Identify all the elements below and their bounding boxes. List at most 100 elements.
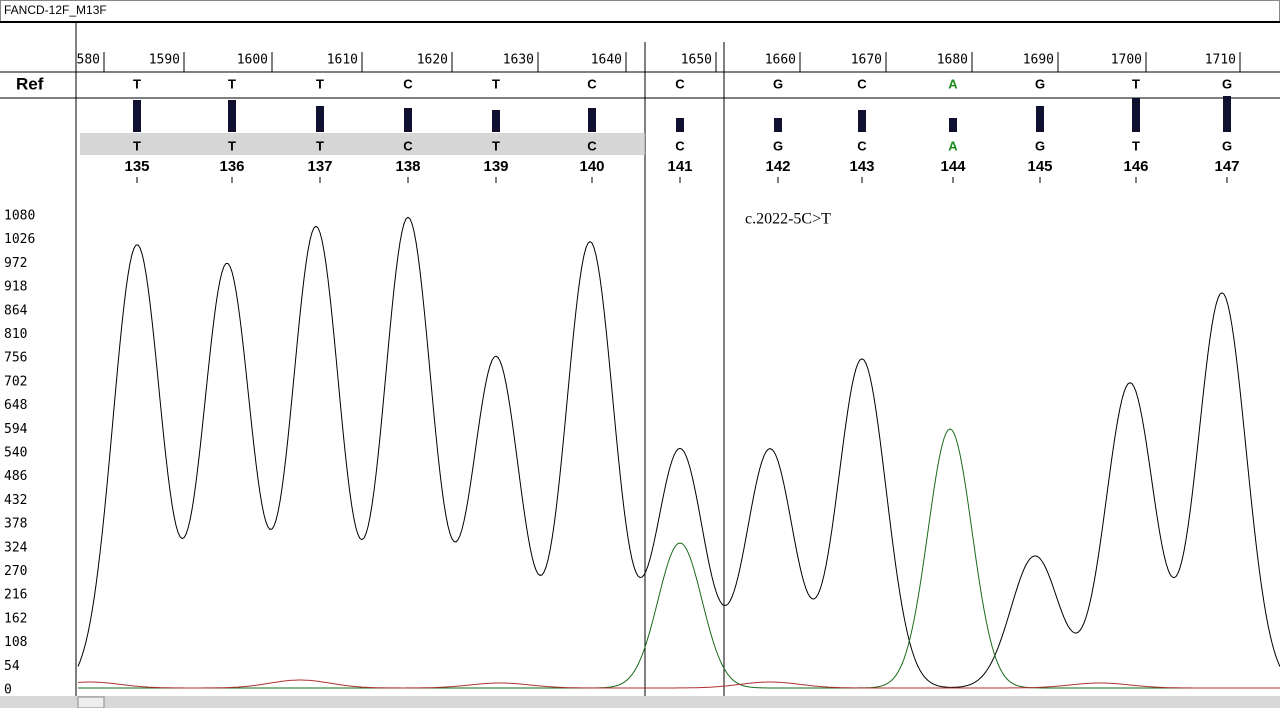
- called-base: T: [492, 138, 500, 153]
- called-base: A: [948, 138, 958, 153]
- trace: [77, 216, 1280, 688]
- trace: [78, 428, 1280, 689]
- scale-label: 1670: [851, 53, 882, 68]
- window-title: FANCD-12F_M13F: [4, 3, 107, 17]
- called-base: G: [1035, 138, 1045, 153]
- base-position: 143: [849, 158, 874, 175]
- quality-bar: [1132, 98, 1140, 132]
- ref-base: G: [773, 76, 783, 91]
- ref-base: A: [948, 76, 958, 91]
- ref-label: Ref: [16, 74, 44, 93]
- scale-label: 1700: [1111, 53, 1142, 68]
- y-axis-label: 1080: [4, 209, 35, 224]
- y-axis-label: 162: [4, 611, 27, 626]
- scroll-left-button[interactable]: [77, 696, 105, 709]
- y-axis-label: 108: [4, 635, 27, 650]
- base-position: 146: [1123, 158, 1148, 175]
- scale-label: 1620: [417, 53, 448, 68]
- called-base: T: [133, 138, 141, 153]
- ref-base: T: [316, 76, 324, 91]
- called-base: G: [1222, 138, 1232, 153]
- y-axis-label: 0: [4, 683, 12, 698]
- quality-bar: [676, 118, 684, 132]
- quality-bar: [492, 110, 500, 132]
- y-axis-label: 540: [4, 446, 27, 461]
- ref-base: T: [492, 76, 500, 91]
- called-base: C: [587, 138, 597, 153]
- scale-label: 1640: [591, 53, 622, 68]
- selection-highlight: [80, 133, 645, 155]
- traces: [77, 216, 1280, 689]
- scale-label: 1650: [681, 53, 712, 68]
- annotation: c.2022-5C>T: [745, 211, 831, 228]
- base-position: 145: [1027, 158, 1052, 175]
- base-position: 140: [579, 158, 604, 175]
- base-position: 136: [219, 158, 244, 175]
- ref-base: T: [1132, 76, 1140, 91]
- ref-base: C: [403, 76, 413, 91]
- called-base: G: [773, 138, 783, 153]
- ref-base: T: [228, 76, 236, 91]
- title-bar: [0, 0, 1280, 22]
- scale-label: 1590: [149, 53, 180, 68]
- quality-bar: [858, 110, 866, 132]
- y-axis-label: 54: [4, 659, 20, 674]
- base-position: 138: [395, 158, 420, 175]
- scrollbar[interactable]: [0, 696, 1280, 708]
- base-position: 135: [124, 158, 149, 175]
- y-axis-label: 972: [4, 256, 27, 271]
- quality-bar: [316, 106, 324, 132]
- base-position: 147: [1214, 158, 1239, 175]
- called-base: T: [316, 138, 324, 153]
- quality-bar: [1223, 96, 1231, 132]
- scale-label: 1660: [765, 53, 796, 68]
- ref-base: C: [857, 76, 867, 91]
- quality-bar: [588, 108, 596, 132]
- scale-label: 1680: [937, 53, 968, 68]
- scale-label: 1630: [503, 53, 534, 68]
- ref-base: C: [675, 76, 685, 91]
- scale-label: 1710: [1205, 53, 1236, 68]
- y-axis-label: 270: [4, 564, 27, 579]
- quality-bar: [949, 118, 957, 132]
- y-axis-label: 918: [4, 280, 27, 295]
- y-axis-label: 324: [4, 540, 28, 555]
- ref-base: G: [1035, 76, 1045, 91]
- scale-label: 1600: [237, 53, 268, 68]
- y-axis-label: 486: [4, 469, 27, 484]
- ref-base: T: [133, 76, 141, 91]
- base-position: 142: [765, 158, 790, 175]
- base-position: 139: [483, 158, 508, 175]
- y-axis-label: 864: [4, 303, 28, 318]
- y-axis-label: 648: [4, 398, 27, 413]
- base-position: 144: [940, 158, 966, 175]
- called-base: T: [1132, 138, 1140, 153]
- scale-label: 1690: [1023, 53, 1054, 68]
- ref-base: C: [587, 76, 597, 91]
- y-axis-label: 1026: [4, 232, 35, 247]
- base-position: 137: [307, 158, 332, 175]
- y-axis-label: 756: [4, 351, 27, 366]
- quality-bar: [774, 118, 782, 132]
- called-base: T: [228, 138, 236, 153]
- ref-base: G: [1222, 76, 1232, 91]
- base-position: 141: [667, 158, 692, 175]
- y-axis-label: 702: [4, 374, 27, 389]
- quality-bar: [1036, 106, 1044, 132]
- y-axis-label: 216: [4, 588, 27, 603]
- y-axis-label: 378: [4, 517, 27, 532]
- quality-bar: [228, 100, 236, 132]
- called-base: C: [403, 138, 413, 153]
- scale-label: 1610: [327, 53, 358, 68]
- y-axis-label: 810: [4, 327, 27, 342]
- quality-bar: [133, 100, 141, 132]
- quality-bar: [404, 108, 412, 132]
- trace: [77, 679, 1280, 689]
- y-axis-label: 432: [4, 493, 27, 508]
- called-base: C: [675, 138, 685, 153]
- called-base: C: [857, 138, 867, 153]
- scale-label: 580: [77, 53, 100, 68]
- y-axis-label: 594: [4, 422, 28, 437]
